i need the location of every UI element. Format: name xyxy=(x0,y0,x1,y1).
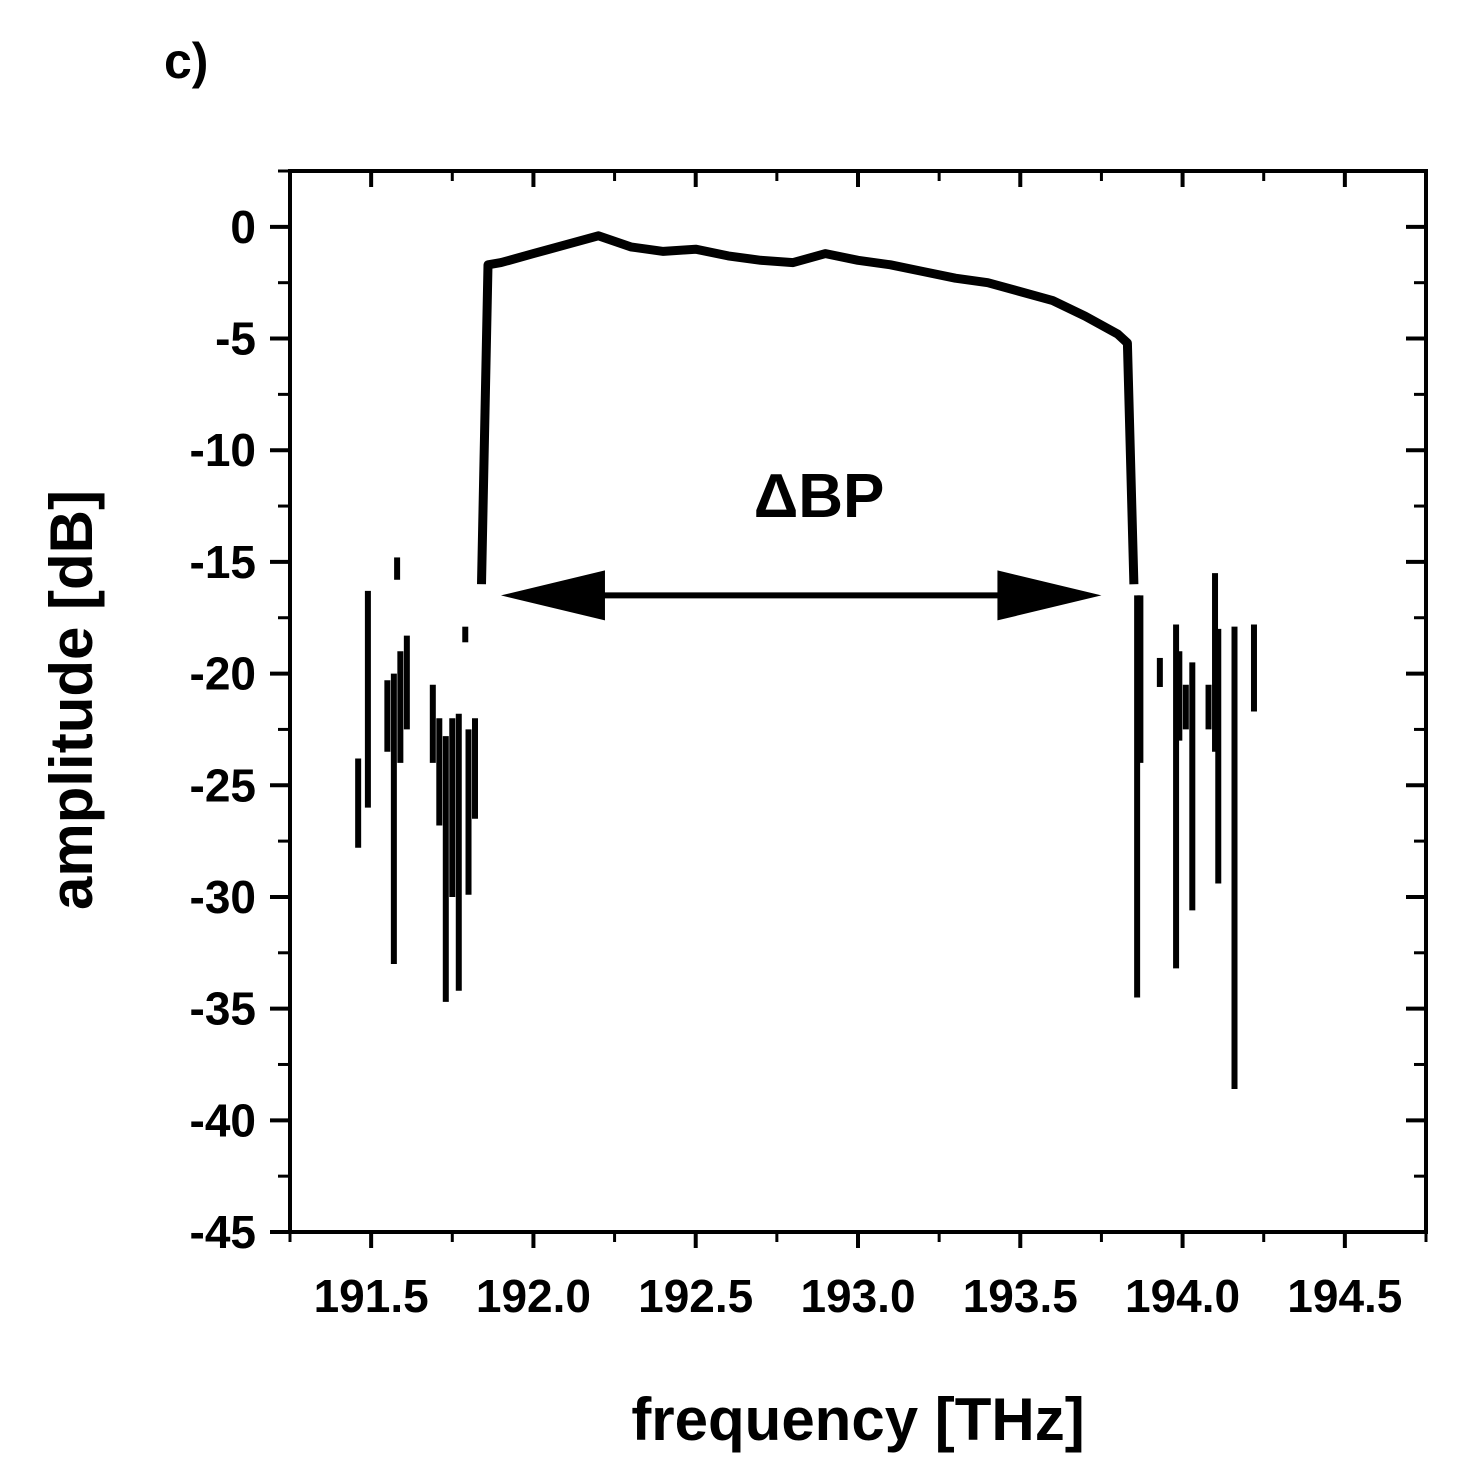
y-tick-label-4: -20 xyxy=(190,648,256,700)
y-axis-label: amplitude [dB] xyxy=(38,490,105,910)
x-tick-label-6: 194.5 xyxy=(1287,1270,1402,1322)
arrow-head-left xyxy=(500,570,605,621)
y-tick-label-5: -25 xyxy=(190,759,256,811)
x-tick-label-5: 194.0 xyxy=(1125,1270,1240,1322)
x-tick-label-2: 192.5 xyxy=(638,1270,753,1322)
y-tick-label-1: -5 xyxy=(215,313,256,365)
y-tick-labels: 0 -5 -10 -15 -20 -25 -30 -35 -40 -45 xyxy=(190,201,256,1258)
annotation-label: ΔBP xyxy=(754,462,885,531)
x-axis-ticks xyxy=(288,171,1428,1248)
x-tick-label-1: 192.0 xyxy=(476,1270,591,1322)
y-tick-label-7: -35 xyxy=(190,983,256,1035)
x-tick-label-3: 193.0 xyxy=(800,1270,915,1322)
y-tick-label-8: -40 xyxy=(190,1094,256,1146)
x-tick-label-0: 191.5 xyxy=(314,1270,429,1322)
y-tick-label-6: -30 xyxy=(190,871,256,923)
arrow-head-right xyxy=(997,570,1102,621)
passband-trace xyxy=(477,231,1139,585)
x-tick-labels: 191.5 192.0 192.5 193.0 193.5 194.0 194.5 xyxy=(314,1270,1403,1322)
y-tick-label-2: -10 xyxy=(190,424,256,476)
x-axis-label: frequency [THz] xyxy=(631,1386,1084,1453)
y-tick-label-3: -15 xyxy=(190,536,256,588)
plot-area xyxy=(355,231,1257,1090)
y-axis-ticks xyxy=(270,169,1426,1234)
panel-label: c) xyxy=(164,33,208,89)
bandwidth-annotation: ΔBP xyxy=(500,462,1102,621)
x-tick-label-4: 193.5 xyxy=(963,1270,1078,1322)
y-tick-label-9: -45 xyxy=(190,1206,256,1258)
y-tick-label-0: 0 xyxy=(230,201,256,253)
